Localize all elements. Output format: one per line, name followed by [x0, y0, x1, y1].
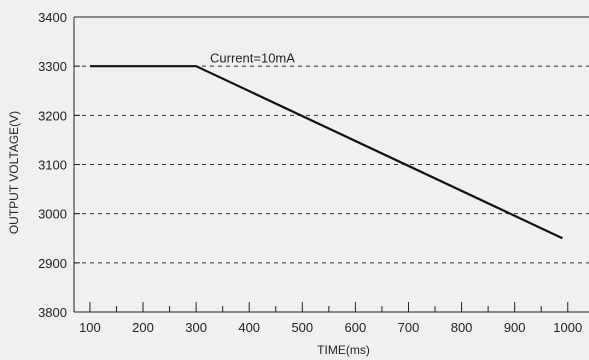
x-tick-label: 500	[291, 320, 313, 335]
data-series	[89, 65, 563, 240]
x-tick-label: 400	[238, 320, 260, 335]
x-tick-label: 900	[504, 320, 526, 335]
x-tick-label: 600	[345, 320, 367, 335]
x-tick-label: 700	[398, 320, 420, 335]
y-tick-label: 3400	[38, 10, 67, 25]
x-tick-label: 800	[451, 320, 473, 335]
y-tick-label: 3800	[38, 305, 67, 320]
grid-lines	[74, 65, 589, 264]
x-axis-label: TIME(ms)	[317, 343, 370, 357]
y-tick-label: 3000	[38, 207, 67, 222]
x-tick-label: 300	[185, 320, 207, 335]
y-axis-label: OUTPUT VOLTAGE(V)	[7, 111, 21, 234]
annotation-label: Current=10mA	[210, 51, 295, 66]
y-tick-label: 3200	[38, 108, 67, 123]
y-axis-ticks: 3800 2900 3000 3100 3200 3300 3400	[38, 10, 80, 320]
y-tick-label: 3100	[38, 158, 67, 173]
x-tick-label: 1000	[553, 320, 582, 335]
x-tick-label: 200	[132, 320, 154, 335]
y-tick-label: 3300	[38, 59, 67, 74]
y-tick-label: 2900	[38, 256, 67, 271]
annotations: Current=10mA	[210, 51, 295, 66]
series-line	[89, 65, 563, 240]
x-tick-label: 100	[79, 320, 101, 335]
x-axis-ticks: 100 200 300 400 500 600 700 800 900 1000	[79, 302, 582, 335]
